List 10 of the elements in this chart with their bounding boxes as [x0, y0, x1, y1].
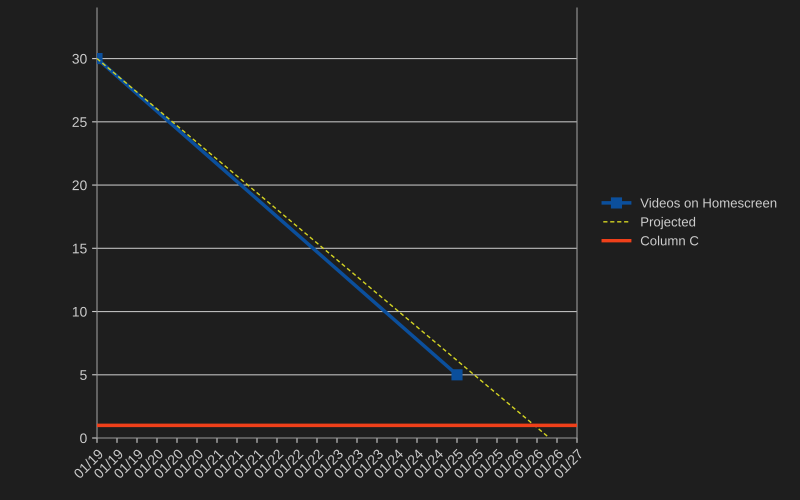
- y-tick-label: 5: [80, 370, 87, 380]
- y-tick-label: 10: [72, 306, 87, 317]
- legend-label: Column C: [640, 236, 698, 246]
- legend-label: Projected: [641, 216, 696, 230]
- legend-label: Videos on Homescreen: [640, 198, 776, 208]
- y-tick-label: 25: [72, 117, 87, 127]
- y-tick-label: 20: [72, 180, 87, 190]
- y-tick-label: 15: [72, 244, 87, 254]
- y-tick-label: 30: [72, 54, 87, 64]
- y-tick-label: 0: [80, 433, 87, 444]
